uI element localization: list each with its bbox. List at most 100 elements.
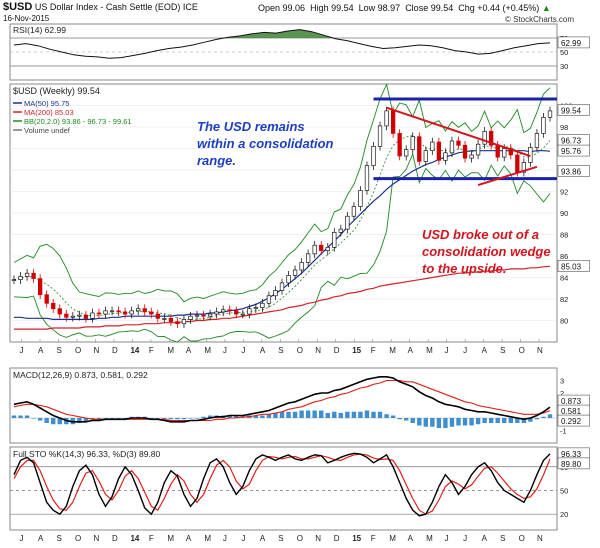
price-x-tick-label: A — [38, 346, 44, 355]
macd-histogram-bar — [462, 418, 468, 426]
date-label: 16-Nov-2015 — [3, 14, 50, 23]
change-value: Chg +0.44 (+0.45%) — [458, 3, 540, 13]
candle-body — [489, 130, 494, 146]
rsi-tick-label: 30 — [560, 62, 568, 71]
macd-histogram-bar — [149, 418, 154, 419]
price-legend-entry: BB(20,2.0) 93.86 - 96.73 - 99.61 — [24, 117, 132, 126]
price-x-tick-label: N — [93, 346, 99, 355]
price-legend-entry: MA(50) 95.75 — [24, 99, 69, 108]
stochastic-x-tick-label: M — [204, 534, 211, 543]
macd-histogram-bar — [44, 418, 49, 423]
macd-histogram-bar — [332, 411, 337, 418]
price-x-tick-label: M — [426, 346, 433, 355]
candle-body — [116, 310, 121, 313]
stochastic-tick-label: 20 — [560, 510, 568, 519]
price-x-tick-label: F — [149, 346, 154, 355]
candle-body — [201, 314, 206, 317]
price-x-tick-label: M — [167, 346, 174, 355]
candle-body — [397, 133, 402, 157]
stochastic-x-tick-label: J — [20, 534, 24, 543]
macd-tick-label: 2 — [560, 389, 564, 398]
candle-body — [430, 141, 435, 152]
candle-body — [175, 321, 180, 325]
stochastic-x-tick-label: J — [223, 534, 227, 543]
annotation-consolidation: within a consolidation — [197, 136, 334, 151]
stochastic-x-tick-label: D — [112, 534, 118, 543]
symbol-label: $USD — [3, 1, 33, 13]
stochastic-x-tick-label: O — [519, 534, 525, 543]
rsi-line — [13, 29, 551, 59]
price-x-tick-label: N — [315, 346, 321, 355]
wedge-upper-line — [386, 106, 531, 157]
price-x-tick-label: J — [241, 346, 245, 355]
stochastic-x-tick-label: A — [260, 534, 266, 543]
price-tick-label: 84 — [560, 274, 568, 283]
macd-histogram-bar — [292, 411, 298, 418]
macd-histogram-bar — [345, 411, 350, 418]
price-tick-label: 98 — [560, 123, 568, 132]
stochastic-x-tick-label: D — [334, 534, 340, 543]
candle-body — [51, 302, 56, 310]
price-x-tick-label: A — [186, 346, 192, 355]
candle-body — [37, 278, 43, 296]
candle-body — [136, 308, 141, 312]
macd-histogram-bar — [51, 418, 56, 425]
stochastic-x-tick-label: 14 — [130, 534, 139, 543]
macd-histogram-bar — [541, 416, 546, 418]
price-legend-entry: Volume undef — [24, 126, 71, 135]
candle-body — [482, 130, 487, 145]
histogram-last-value-box — [557, 414, 590, 427]
price-x-tick-label: F — [371, 346, 376, 355]
price-x-tick-label: A — [408, 346, 414, 355]
macd-histogram-bar — [77, 418, 82, 423]
candle-body — [410, 136, 415, 150]
candle-body — [188, 315, 193, 320]
candle-body — [515, 154, 520, 173]
quote-summary: Open 99.06 High 99.54 Low 98.97 Close 99… — [258, 3, 551, 13]
candle-body — [390, 110, 396, 134]
macd-histogram-bar — [181, 418, 187, 420]
macd-histogram-bar — [443, 418, 448, 428]
candle-body — [495, 144, 500, 158]
price-axis-label: 93.86 — [561, 168, 582, 177]
price-axis-label-box — [557, 144, 590, 157]
ma200-line — [14, 265, 551, 330]
price-x-tick-label: J — [223, 346, 227, 355]
stochastic-k-line — [13, 452, 551, 517]
stochastic-x-tick-label: N — [93, 534, 99, 543]
stochastic-d-last-value-box — [557, 457, 590, 470]
up-arrow-icon: ▲ — [541, 3, 551, 13]
macd-histogram-bar — [515, 418, 520, 423]
candle-body — [436, 141, 442, 161]
stochastic-x-tick-label: F — [371, 534, 376, 543]
candle-body — [371, 146, 376, 167]
macd-histogram-bar — [155, 418, 161, 419]
candle-body — [449, 140, 455, 154]
macd-histogram-bar — [358, 411, 363, 418]
candle-body — [475, 143, 481, 156]
candle-body — [469, 154, 474, 159]
candle-body — [247, 308, 252, 315]
candle-body — [377, 125, 383, 147]
macd-histogram-bar — [162, 418, 167, 420]
candle-body — [358, 190, 363, 207]
candle-body — [77, 314, 82, 317]
price-tick-label: 80 — [560, 317, 568, 326]
candle-body — [240, 313, 245, 316]
stochastic-d-last-value: 89.80 — [561, 460, 582, 469]
candle-body — [57, 308, 62, 315]
candle-body — [194, 314, 200, 317]
macd-histogram-bar — [122, 418, 128, 419]
close-value: Close 99.54 — [405, 3, 454, 13]
price-tick-label: 86 — [560, 252, 568, 261]
price-axis-label: 99.54 — [561, 106, 582, 115]
macd-histogram-bar — [475, 418, 481, 425]
price-x-tick-label: A — [260, 346, 266, 355]
price-axis-label-box — [557, 165, 590, 177]
macd-histogram-bar — [390, 415, 396, 418]
macd-histogram-bar — [109, 418, 115, 419]
price-x-tick-label: O — [75, 346, 81, 355]
